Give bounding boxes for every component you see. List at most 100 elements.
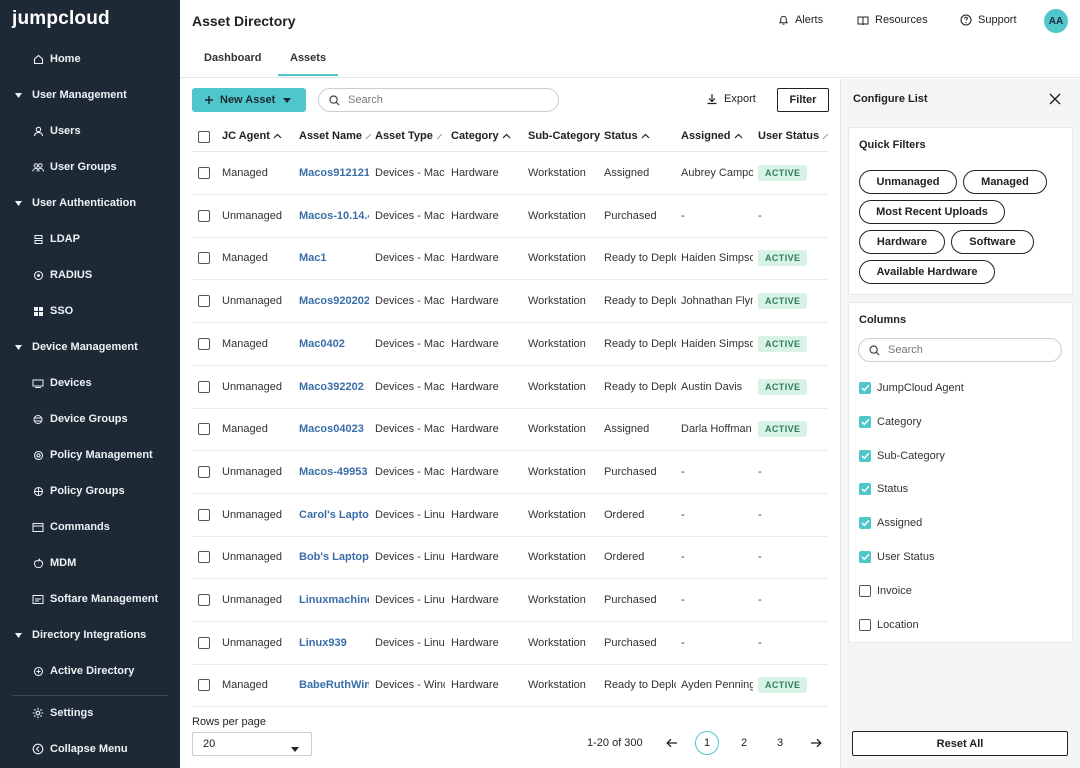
checkbox-checked-icon[interactable]	[859, 415, 871, 428]
sidebar-item-commands[interactable]: Commands	[0, 514, 180, 540]
select-all-checkbox[interactable]	[198, 131, 210, 143]
table-row[interactable]: Managed Macos04023 Devices - Mac Hardware Wo…	[192, 408, 828, 452]
row-checkbox[interactable]	[198, 465, 210, 478]
cell-asset-name[interactable]: Linuxmachine	[299, 594, 369, 606]
column-toggle-sub-category[interactable]: Sub-Category	[859, 449, 945, 462]
sidebar-section-device-management[interactable]: Device Management	[0, 334, 180, 360]
column-header-asset-name[interactable]: Asset Name	[299, 130, 371, 142]
cell-asset-name[interactable]: Maco392202	[299, 380, 364, 393]
sidebar-section-user-authentication[interactable]: User Authentication	[0, 190, 180, 216]
table-row[interactable]: Unmanaged Macos920202 Devices - Mac Hardwar…	[192, 280, 828, 324]
cell-asset-name[interactable]: Bob's Laptop	[299, 551, 369, 564]
cell-asset-name[interactable]: Mac1	[299, 252, 327, 265]
quick-filter-software[interactable]: Software	[951, 230, 1034, 254]
tab-assets[interactable]: Assets	[278, 52, 339, 76]
previous-page-button[interactable]	[660, 731, 684, 755]
cell-asset-name[interactable]: Macos912121	[299, 167, 369, 179]
column-toggle-jumpcloud-agent[interactable]: JumpCloud Agent	[859, 382, 964, 394]
sidebar-item-settings[interactable]: Settings	[0, 700, 180, 726]
table-row[interactable]: Unmanaged Macos-10.14.4 Devices - Mac Hardw…	[192, 195, 828, 238]
new-asset-button[interactable]: New Asset	[192, 88, 306, 112]
cell-asset-name[interactable]: Mac0402	[299, 337, 345, 350]
table-row[interactable]: Unmanaged Macos-49953 Devices - Mac Hardwar…	[192, 451, 828, 494]
cell-asset-name[interactable]: Macos920202	[299, 295, 369, 308]
column-toggle-user-status[interactable]: User Status	[859, 551, 934, 563]
sidebar-item-mdm[interactable]: MDM	[0, 550, 180, 576]
tab-dashboard[interactable]: Dashboard	[204, 52, 262, 64]
export-button[interactable]: Export	[706, 93, 756, 105]
sidebar-item-sso[interactable]: SSO	[0, 298, 180, 324]
table-row[interactable]: Managed Mac0402 Devices - Mac Hardware Works…	[192, 323, 828, 366]
asset-search[interactable]	[318, 88, 559, 112]
row-checkbox[interactable]	[198, 594, 210, 606]
sidebar-item-policy-management[interactable]: Policy Management	[0, 442, 180, 468]
row-checkbox[interactable]	[198, 209, 210, 222]
support-button[interactable]: Support	[960, 14, 1017, 26]
sidebar-item-ldap[interactable]: LDAP	[0, 226, 180, 252]
cell-asset-name[interactable]: Carol's Laptop	[299, 508, 369, 521]
jumpcloud-logo[interactable]: jumpcloud	[12, 8, 110, 29]
sidebar-section-directory-integrations[interactable]: Directory Integrations	[0, 622, 180, 648]
column-header-sub-category[interactable]: Sub-Category	[528, 130, 600, 142]
column-toggle-invoice[interactable]: Invoice	[859, 584, 912, 597]
columns-search[interactable]	[858, 338, 1062, 362]
row-checkbox[interactable]	[198, 679, 210, 692]
search-input[interactable]	[348, 94, 538, 106]
column-header-status[interactable]: Status	[604, 130, 676, 142]
row-checkbox[interactable]	[198, 508, 210, 521]
table-row[interactable]: Unmanaged Linux939 Devices - Linux Hardware…	[192, 622, 828, 665]
quick-filter-most-recent-uploads[interactable]: Most Recent Uploads	[859, 200, 1005, 224]
row-checkbox[interactable]	[198, 252, 210, 265]
sidebar-item-radius[interactable]: RADIUS	[0, 262, 180, 288]
sidebar-item-softare-management[interactable]: Softare Management	[0, 586, 180, 612]
row-checkbox[interactable]	[198, 380, 210, 393]
page-button-3[interactable]: 3	[776, 737, 784, 749]
row-checkbox[interactable]	[198, 636, 210, 649]
checkbox-checked-icon[interactable]	[859, 483, 871, 496]
alerts-button[interactable]: Alerts	[778, 14, 823, 26]
column-toggle-status[interactable]: Status	[859, 483, 908, 496]
table-row[interactable]: Managed Macos912121 Devices - Mac Hardware W…	[192, 152, 828, 195]
rows-per-page-select[interactable]: 20	[192, 732, 312, 756]
column-header-category[interactable]: Category	[451, 130, 523, 142]
quick-filter-unmanaged[interactable]: Unmanaged	[859, 170, 957, 194]
cell-asset-name[interactable]: Macos-10.14.4	[299, 209, 369, 222]
sidebar-item-users[interactable]: Users	[0, 118, 180, 144]
table-row[interactable]: Unmanaged Linuxmachine Devices - Linux Hard…	[192, 579, 828, 622]
next-page-button[interactable]	[804, 731, 828, 755]
sidebar-item-collapse-menu[interactable]: Collapse Menu	[0, 736, 180, 762]
quick-filter-managed[interactable]: Managed	[963, 170, 1047, 194]
column-toggle-location[interactable]: Location	[859, 618, 919, 631]
resources-button[interactable]: Resources	[857, 14, 928, 26]
checkbox-unchecked-icon[interactable]	[859, 618, 871, 631]
row-checkbox[interactable]	[198, 423, 210, 436]
sidebar-item-devices[interactable]: Devices	[0, 370, 180, 396]
checkbox-checked-icon[interactable]	[859, 449, 871, 462]
filter-button[interactable]: Filter	[777, 88, 829, 112]
checkbox-checked-icon[interactable]	[859, 517, 871, 530]
table-row[interactable]: Unmanaged Carol's Laptop Devices - Linux Ha…	[192, 494, 828, 537]
column-header-assigned[interactable]: Assigned	[681, 130, 753, 142]
avatar[interactable]: AA	[1044, 9, 1068, 33]
cell-asset-name[interactable]: BabeRuthWin	[299, 679, 369, 692]
sidebar-item-device-groups[interactable]: Device Groups	[0, 406, 180, 432]
close-icon[interactable]	[1048, 92, 1062, 109]
sidebar-item-policy-groups[interactable]: Policy Groups	[0, 478, 180, 504]
cell-asset-name[interactable]: Linux939	[299, 636, 347, 649]
reset-all-button[interactable]: Reset All	[852, 731, 1068, 756]
column-header-asset-type[interactable]: Asset Type	[375, 130, 447, 142]
page-button-1[interactable]: 1	[695, 731, 719, 755]
table-row[interactable]: Managed Mac1 Devices - Mac Hardware Workstat…	[192, 237, 828, 281]
sidebar-section-user-management[interactable]: User Management	[0, 82, 180, 108]
row-checkbox[interactable]	[198, 337, 210, 350]
checkbox-checked-icon[interactable]	[859, 382, 871, 394]
table-row[interactable]: Unmanaged Bob's Laptop Devices - Linux Hard…	[192, 536, 828, 580]
table-row[interactable]: Unmanaged Maco392202 Devices - Mac Hardware…	[192, 366, 828, 409]
checkbox-unchecked-icon[interactable]	[859, 584, 871, 597]
columns-search-input[interactable]	[888, 344, 1048, 356]
quick-filter-hardware[interactable]: Hardware	[859, 230, 945, 254]
checkbox-checked-icon[interactable]	[859, 551, 871, 563]
row-checkbox[interactable]	[198, 551, 210, 564]
table-row[interactable]: Managed BabeRuthWin Devices - Windows Hardw…	[192, 664, 828, 708]
column-header-jc-agent[interactable]: JC Agent	[222, 130, 294, 142]
